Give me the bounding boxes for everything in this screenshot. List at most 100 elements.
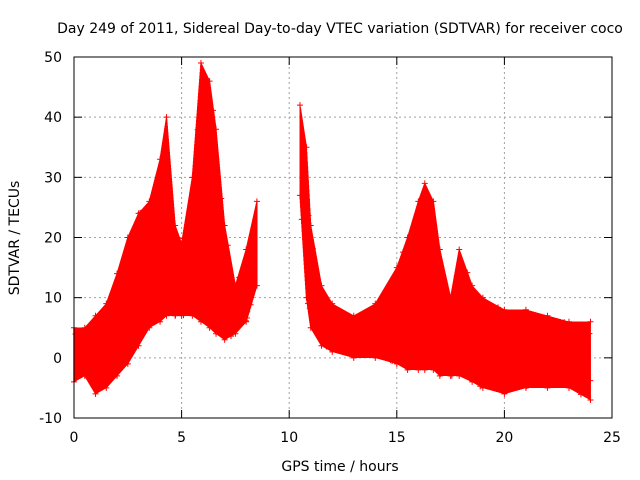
data-point — [479, 294, 486, 301]
data-point — [350, 312, 357, 319]
data-point — [296, 102, 303, 109]
x-tick-label: 10 — [280, 430, 298, 446]
data-point — [430, 198, 437, 205]
data-point — [135, 342, 142, 349]
data-point — [221, 336, 228, 343]
data-point — [221, 222, 228, 229]
x-tick-label: 0 — [70, 430, 79, 446]
x-axis-label: GPS time / hours — [281, 459, 398, 475]
data-point — [372, 354, 379, 361]
data-point — [329, 348, 336, 355]
data-point — [157, 318, 164, 325]
data-point — [197, 60, 204, 67]
data-point — [114, 270, 121, 277]
data-point — [469, 282, 476, 289]
chart-title: Day 249 of 2011, Sidereal Day-to-day VTE… — [57, 21, 623, 37]
data-point — [232, 330, 239, 337]
data-point — [404, 234, 411, 241]
data-point — [213, 330, 220, 337]
plot-frame — [73, 56, 613, 419]
data-point — [103, 384, 110, 391]
data-point — [157, 156, 164, 163]
data-point — [213, 126, 220, 133]
data-point — [329, 300, 336, 307]
data-point — [124, 234, 131, 241]
data-point — [197, 318, 204, 325]
data-point — [81, 324, 88, 331]
data-point — [243, 318, 250, 325]
data-point — [456, 246, 463, 253]
data-point — [501, 306, 508, 313]
data-point — [172, 312, 179, 319]
data-point — [307, 222, 314, 229]
data-point — [393, 360, 400, 367]
data-point — [469, 378, 476, 385]
data-point — [522, 306, 529, 313]
data-point — [522, 384, 529, 391]
x-tick-label: 20 — [495, 430, 513, 446]
data-point — [303, 294, 310, 301]
data-point — [587, 318, 594, 325]
y-tick-label: 20 — [44, 231, 62, 247]
data-point — [430, 366, 437, 373]
data-point — [114, 372, 121, 379]
data-point — [479, 384, 486, 391]
data-point — [318, 342, 325, 349]
data-point — [447, 294, 454, 301]
data-point — [146, 324, 153, 331]
data-point — [303, 144, 310, 151]
data-points — [71, 60, 594, 403]
y-tick-label: 50 — [44, 50, 62, 66]
data-point — [372, 300, 379, 307]
data-point — [415, 366, 422, 373]
x-tick-label: 15 — [388, 430, 406, 446]
y-tick-label: 40 — [44, 110, 62, 126]
data-point — [253, 198, 260, 205]
data-point — [135, 210, 142, 217]
data-point — [146, 198, 153, 205]
data-point — [456, 372, 463, 379]
data-point — [565, 318, 572, 325]
data-point — [189, 174, 196, 181]
data-point — [163, 312, 170, 319]
y-tick-label: 30 — [44, 170, 62, 186]
y-tick-label: 0 — [53, 351, 62, 367]
data-point — [189, 312, 196, 319]
data-point — [81, 372, 88, 379]
data-point — [163, 114, 170, 121]
data-point — [243, 246, 250, 253]
data-point — [421, 180, 428, 187]
data-point — [318, 282, 325, 289]
data-point — [436, 246, 443, 253]
data-point — [350, 354, 357, 361]
data-point — [307, 324, 314, 331]
data-point — [544, 384, 551, 391]
data-point — [393, 264, 400, 271]
data-point — [565, 384, 572, 391]
data-point — [232, 282, 239, 289]
data-point — [436, 372, 443, 379]
x-tick-label: 5 — [177, 430, 186, 446]
data-point — [103, 300, 110, 307]
data-point — [253, 282, 260, 289]
tick-labels: 0 5 10 15 20 25 -10 0 10 20 30 40 50 — [39, 50, 621, 446]
data-point — [544, 312, 551, 319]
data-point — [178, 240, 185, 247]
data-point — [206, 324, 213, 331]
data-point — [206, 78, 213, 85]
y-axis-label: SDTVAR / TECUs — [7, 181, 23, 296]
data-point — [501, 390, 508, 397]
data-point — [587, 396, 594, 403]
data-point — [415, 198, 422, 205]
data-point — [404, 366, 411, 373]
data-point — [124, 360, 131, 367]
data-point — [447, 372, 454, 379]
data-point — [296, 192, 303, 199]
data-point — [421, 366, 428, 373]
data-point — [178, 312, 185, 319]
data-point — [587, 377, 594, 384]
y-tick-label: 10 — [44, 291, 62, 307]
x-tick-label: 25 — [603, 430, 621, 446]
y-tick-label: -10 — [39, 411, 62, 427]
